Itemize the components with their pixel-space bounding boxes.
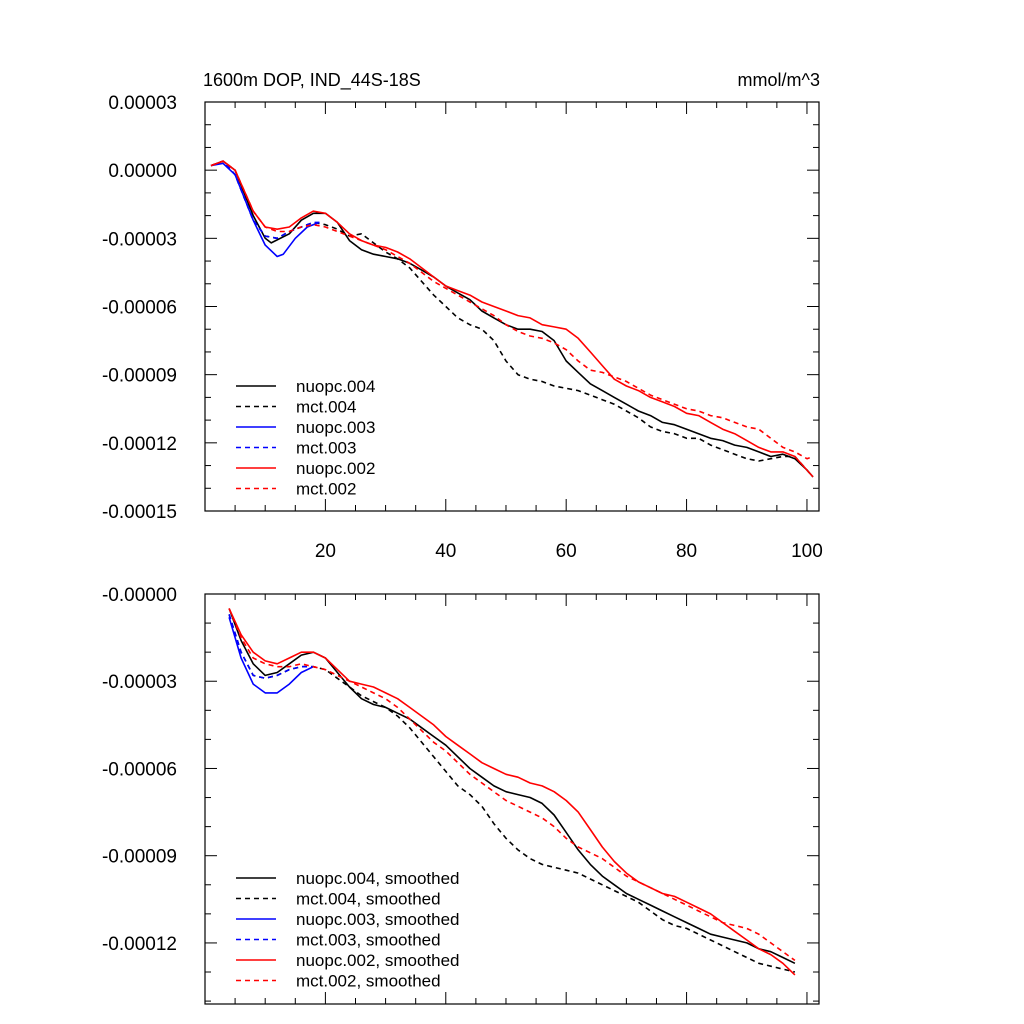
x-tick-label: 80 <box>676 541 697 562</box>
legend-label: mct.002 <box>296 480 356 499</box>
series-line <box>228 617 314 694</box>
bottom-panel: -0.00000 -0.00003 -0.00006 -0.00009 -0.00012… <box>102 585 820 1005</box>
legend-label: nuopc.003 <box>296 418 375 437</box>
units-label: mmol/m^3 <box>738 70 820 90</box>
x-tick-label: 40 <box>435 541 456 562</box>
y-tick-label: 0.00000 <box>108 161 177 182</box>
legend-label: mct.004, smoothed <box>296 890 441 909</box>
plot-title: 1600m DOP, IND_44S-18S <box>203 70 421 91</box>
legend-label: mct.003, smoothed <box>296 931 441 950</box>
y-tick-label: -0.00003 <box>102 672 177 693</box>
bottom-series-lines <box>228 608 796 976</box>
legend-label: nuopc.003, smoothed <box>296 910 460 929</box>
bottom-plot-frame <box>204 593 820 1005</box>
legend-label: nuopc.004, smoothed <box>296 869 460 888</box>
y-tick-label: -0.00000 <box>102 585 177 606</box>
y-tick-label: -0.00012 <box>102 434 177 455</box>
top-axis-ticks <box>205 101 819 512</box>
series-line <box>210 160 814 478</box>
bottom-y-tick-labels: -0.00000 -0.00003 -0.00006 -0.00009 -0.00012 <box>102 585 177 955</box>
top-series-lines <box>210 160 814 478</box>
x-tick-label: 20 <box>315 541 336 562</box>
legend-label: mct.004 <box>296 398 356 417</box>
top-y-tick-labels: 0.00003 0.00000 -0.00003 -0.00006 -0.00009 -0… <box>102 93 177 523</box>
y-tick-label: -0.00006 <box>102 759 177 780</box>
y-tick-label: -0.00009 <box>102 847 177 868</box>
y-tick-label: -0.00009 <box>102 366 177 387</box>
top-panel: 1600m DOP, IND_44S-18S mmol/m^3 20 40 60 80… <box>102 70 823 562</box>
series-line <box>210 160 814 460</box>
series-line <box>210 160 814 478</box>
top-x-tick-labels: 20 40 60 80 100 <box>315 541 823 562</box>
x-tick-label: 60 <box>556 541 577 562</box>
legend-label: mct.002, smoothed <box>296 972 441 991</box>
bottom-axis-ticks <box>205 593 819 1004</box>
y-tick-label: -0.00015 <box>102 502 177 523</box>
y-tick-label: -0.00003 <box>102 229 177 250</box>
y-tick-label: -0.00012 <box>102 934 177 955</box>
x-tick-label: 100 <box>791 541 823 562</box>
legend-label: mct.003 <box>296 439 356 458</box>
series-line <box>228 608 796 976</box>
series-line <box>210 160 320 240</box>
legend-label: nuopc.002 <box>296 459 375 478</box>
legend-label: nuopc.004 <box>296 377 375 396</box>
series-line <box>228 614 314 680</box>
series-line <box>228 608 796 962</box>
y-tick-label: -0.00006 <box>102 298 177 319</box>
y-tick-label: 0.00003 <box>108 93 177 114</box>
legend-label: nuopc.002, smoothed <box>296 951 460 970</box>
series-line <box>210 162 320 258</box>
